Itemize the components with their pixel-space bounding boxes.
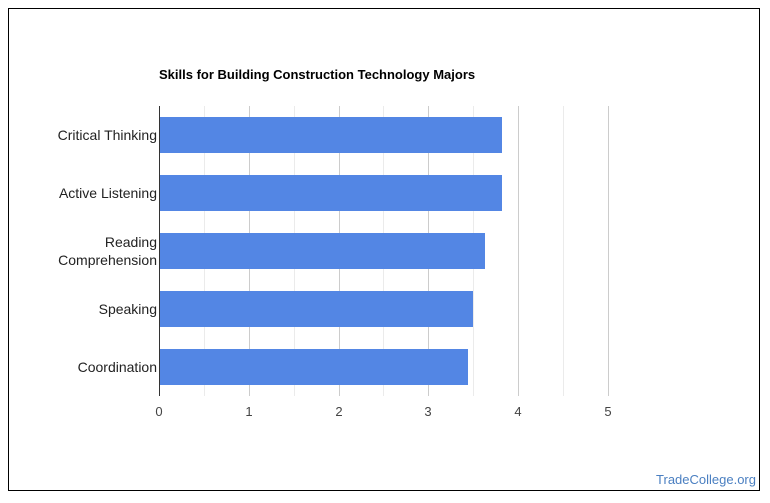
y-label-critical-thinking: Critical Thinking — [57, 127, 157, 143]
bar-active-listening[interactable] — [160, 175, 502, 211]
gridline-minor — [563, 106, 564, 396]
bar-critical-thinking[interactable] — [160, 117, 502, 153]
bar-coordination[interactable] — [160, 349, 468, 385]
bar-reading-comprehension[interactable] — [160, 233, 485, 269]
x-tick-0: 0 — [155, 404, 163, 419]
y-label-speaking: Speaking — [98, 301, 157, 317]
y-label-comprehension: Comprehension — [58, 252, 157, 268]
gridline-4 — [518, 106, 519, 396]
x-tick-4: 4 — [514, 404, 522, 419]
x-tick-5: 5 — [604, 404, 612, 419]
gridline-5 — [608, 106, 609, 396]
y-label-coordination: Coordination — [77, 359, 157, 375]
x-tick-3: 3 — [424, 404, 432, 419]
x-tick-2: 2 — [335, 404, 343, 419]
x-tick-1: 1 — [245, 404, 253, 419]
bar-speaking[interactable] — [160, 291, 473, 327]
chart-frame — [8, 8, 760, 491]
y-label-reading: Reading — [104, 234, 157, 250]
chart-title: Skills for Building Construction Technol… — [159, 67, 476, 82]
y-label-active-listening: Active Listening — [58, 185, 157, 201]
y-axis-line — [159, 106, 160, 396]
source-link[interactable]: TradeCollege.org — [656, 472, 756, 487]
